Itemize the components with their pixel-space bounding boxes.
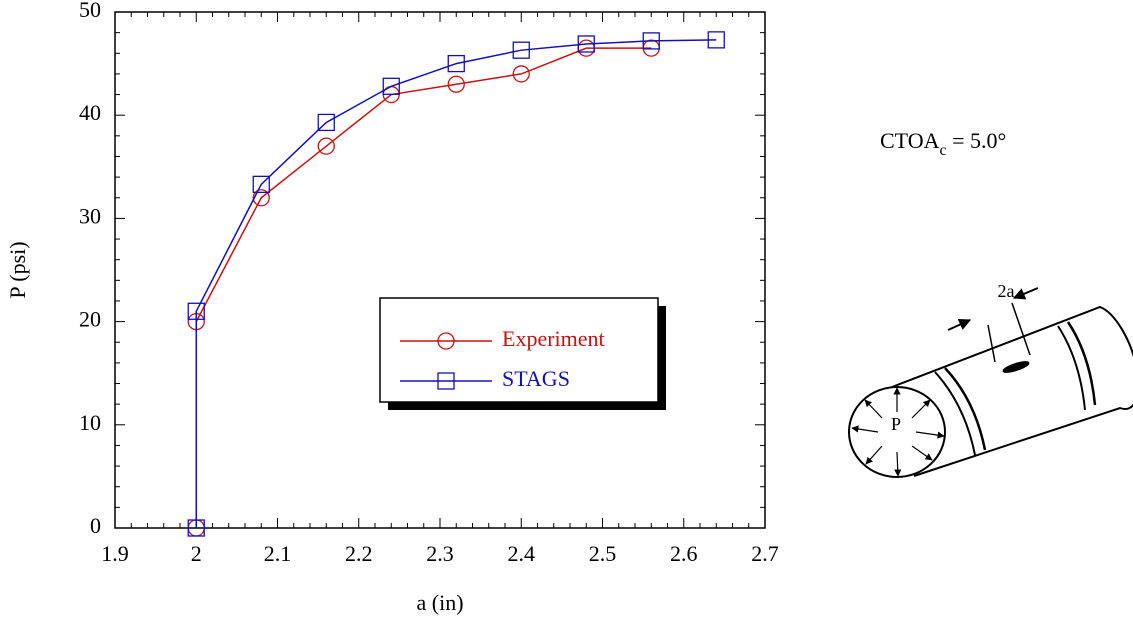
dimension-line — [987, 324, 996, 363]
y-axis-label: P (psi) — [5, 241, 30, 298]
y-tick-label: 20 — [79, 307, 101, 332]
data-point — [252, 175, 270, 193]
y-tick-label: 30 — [79, 203, 101, 228]
annotation-rest: = 5.0° — [947, 128, 1007, 153]
x-tick-label: 2.5 — [589, 541, 617, 566]
legend — [379, 297, 659, 403]
data-point — [512, 41, 530, 59]
dimension-line — [1011, 302, 1031, 356]
cylinder-body — [891, 305, 1133, 477]
y-tick-label: 50 — [79, 0, 101, 22]
x-tick-label: 2.2 — [345, 541, 373, 566]
plot-frame — [114, 11, 766, 529]
data-point — [447, 75, 465, 93]
x-tick-label: 2.4 — [508, 541, 536, 566]
data-point — [642, 32, 660, 50]
crack — [1002, 361, 1030, 373]
data-point — [382, 77, 400, 95]
y-tick-label: 0 — [90, 513, 101, 538]
ring — [1066, 321, 1097, 406]
x-tick-label: 2.3 — [426, 541, 454, 566]
data-point — [252, 189, 270, 207]
annotation: CTOAc = 5.0° — [880, 128, 1006, 159]
cylinder-end — [848, 386, 946, 478]
ring — [944, 367, 987, 451]
data-point — [512, 65, 530, 83]
series-line — [195, 39, 717, 528]
x-tick-label: 2 — [191, 541, 202, 566]
data-point — [187, 519, 205, 537]
y-tick-label: 40 — [79, 100, 101, 125]
data-point — [447, 54, 465, 73]
legend-label: STAGS — [502, 366, 570, 391]
x-tick-label: 1.9 — [101, 541, 129, 566]
series-line — [195, 47, 652, 528]
data-point — [317, 113, 335, 132]
legend-marker — [437, 332, 455, 350]
x-tick-label: 2.6 — [670, 541, 698, 566]
cylinder-diagram — [848, 287, 1133, 478]
arrow — [947, 319, 972, 331]
pressure-label: P — [891, 414, 901, 434]
x-axis-label: a (in) — [416, 590, 463, 615]
arrow — [1012, 287, 1039, 300]
data-point — [317, 137, 335, 155]
legend-marker — [437, 372, 455, 390]
ring — [934, 371, 976, 456]
x-tick-label: 2.1 — [264, 541, 292, 566]
annotation-subscript: c — [940, 142, 947, 159]
legend-label: Experiment — [502, 326, 605, 351]
pressure-arrows — [851, 387, 945, 477]
y-tick-label: 10 — [79, 410, 101, 435]
annotation-text: CTOA — [880, 128, 940, 153]
data-point — [577, 35, 595, 53]
data-point — [187, 302, 205, 320]
data-point — [707, 31, 725, 49]
x-tick-label: 2.7 — [751, 541, 779, 566]
crack-label: 2a — [998, 281, 1015, 301]
ring — [1057, 325, 1086, 411]
